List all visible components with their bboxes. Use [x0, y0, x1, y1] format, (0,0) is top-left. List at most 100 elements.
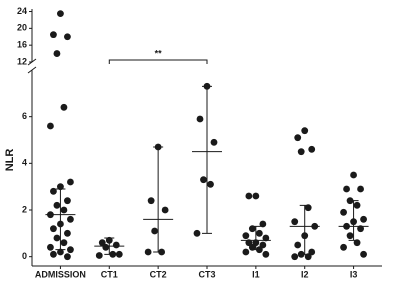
point	[57, 220, 64, 228]
point	[301, 232, 309, 240]
point	[53, 234, 61, 242]
point	[308, 145, 316, 153]
error-bar	[153, 146, 164, 253]
point	[64, 229, 71, 237]
point	[112, 241, 120, 249]
point	[340, 243, 347, 251]
point	[161, 206, 169, 214]
point	[259, 220, 267, 228]
point	[105, 236, 113, 244]
y-tick-label: 16	[17, 40, 27, 50]
point	[360, 250, 367, 258]
point	[294, 134, 302, 142]
point	[248, 243, 256, 251]
point	[57, 183, 64, 191]
point	[297, 148, 305, 156]
point	[67, 246, 74, 254]
point	[64, 33, 71, 41]
x-tick-label: CT3	[198, 269, 215, 279]
point	[357, 225, 364, 233]
point	[255, 246, 263, 254]
significance-bracket	[108, 59, 208, 64]
x-tick-label: CT1	[101, 269, 118, 279]
y-axis-label: NLR	[4, 149, 16, 172]
point	[357, 185, 364, 193]
x-tick-label: CT2	[150, 269, 167, 279]
point	[252, 239, 260, 247]
point	[340, 208, 347, 216]
point	[50, 250, 57, 258]
y-tick-label: 12	[17, 56, 27, 66]
point	[291, 253, 299, 261]
point	[98, 239, 106, 247]
point	[67, 178, 74, 186]
point	[343, 222, 350, 230]
point	[57, 10, 64, 18]
point	[151, 227, 159, 235]
point	[102, 243, 110, 251]
point	[60, 239, 68, 247]
point	[245, 192, 253, 200]
point	[210, 138, 218, 146]
point	[50, 187, 57, 195]
point	[291, 218, 299, 226]
point	[193, 229, 201, 237]
point	[95, 252, 103, 259]
point	[67, 215, 74, 223]
point	[147, 197, 155, 205]
y-tick-label: 20	[17, 23, 27, 33]
point	[242, 232, 250, 240]
point	[57, 248, 64, 256]
point	[255, 229, 263, 237]
point	[200, 176, 207, 184]
point	[50, 31, 57, 39]
point	[203, 82, 211, 90]
y-tick-label: 6	[22, 111, 27, 121]
error-bar	[299, 204, 310, 255]
point	[343, 185, 350, 193]
y-tick-label: 0	[22, 251, 27, 261]
point	[350, 171, 357, 179]
point	[311, 222, 319, 230]
point	[47, 243, 54, 251]
y-tick-label: 24	[17, 6, 27, 16]
point	[353, 239, 361, 247]
point	[60, 103, 68, 111]
point	[53, 50, 61, 57]
point	[297, 250, 305, 258]
point	[262, 234, 270, 242]
point	[115, 250, 123, 258]
point	[50, 225, 57, 233]
point	[353, 201, 361, 209]
point	[196, 115, 204, 123]
x-tick-label: I1	[252, 269, 260, 279]
point	[64, 197, 71, 205]
error-bar	[202, 85, 212, 234]
point	[53, 201, 61, 209]
point	[301, 127, 309, 135]
point	[144, 248, 152, 256]
point	[60, 206, 68, 214]
point	[154, 143, 162, 151]
point	[248, 225, 256, 233]
point	[360, 215, 367, 223]
point	[47, 122, 54, 130]
point	[245, 239, 253, 247]
point	[262, 250, 270, 258]
axis-break	[27, 58, 37, 74]
point	[47, 211, 54, 219]
point	[109, 250, 117, 258]
significance-label: **	[155, 48, 163, 58]
point	[259, 241, 267, 249]
point	[346, 232, 354, 240]
point	[346, 197, 354, 205]
point	[252, 192, 260, 200]
point	[350, 218, 357, 226]
point	[64, 253, 71, 261]
x-tick-label: I3	[350, 269, 358, 279]
y-tick-label: 4	[22, 158, 27, 168]
point	[242, 248, 250, 256]
point	[207, 180, 214, 188]
point	[158, 248, 166, 256]
y-tick-label: 2	[22, 204, 27, 214]
